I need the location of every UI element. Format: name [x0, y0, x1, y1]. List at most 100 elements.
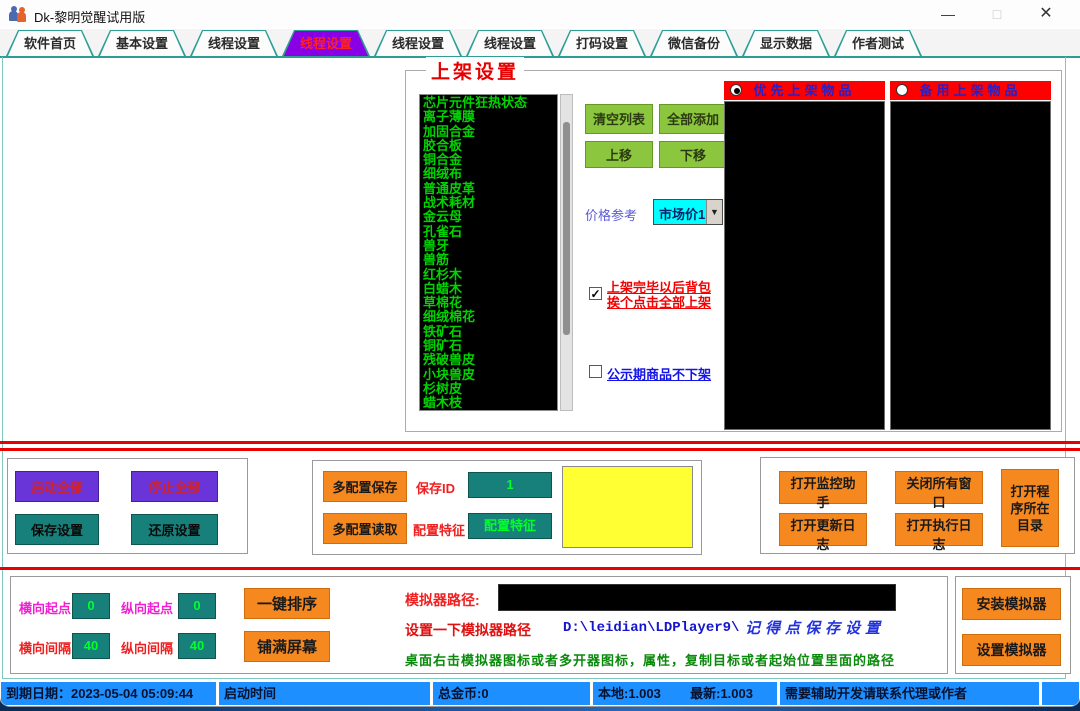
list-item[interactable]: 兽筋 [423, 252, 450, 268]
list-item[interactable]: 草棉花 [423, 295, 463, 311]
v-start-field[interactable]: 0 [178, 593, 216, 619]
tab-thread-selected[interactable]: 线程设置 [282, 30, 370, 56]
list-item[interactable]: 细绒布 [423, 166, 463, 182]
public-period-checkbox[interactable] [589, 365, 602, 378]
install-emulator-button[interactable]: 安装模拟器 [962, 588, 1061, 620]
list-item[interactable]: 红杉木 [423, 266, 463, 282]
list-item[interactable]: 细绒棉花 [423, 309, 476, 325]
shelf-settings-groupbox: 上架设置 芯片元件狂热状态 离子薄膜 加固合金 胶合板 铜合金 细绒布 普通皮革… [405, 57, 1062, 432]
multi-config-read-button[interactable]: 多配置读取 [323, 513, 407, 544]
backup-list-header[interactable]: 备用上架物品 [890, 81, 1051, 100]
status-local-version: 本地:1.003 [598, 686, 661, 701]
hint-path-example: D:\leidian\LDPlayer9\ [563, 620, 740, 636]
priority-items-panel[interactable] [724, 101, 885, 430]
list-item[interactable]: 杉树皮 [423, 380, 463, 396]
list-item[interactable]: 铜合金 [423, 152, 463, 168]
close-button[interactable]: ✕ [1039, 5, 1053, 22]
dropdown-arrow-icon[interactable]: ▼ [706, 200, 722, 224]
backup-radio-icon[interactable] [896, 84, 908, 96]
start-all-button[interactable]: 启动全部 [15, 471, 99, 502]
tab-display-data[interactable]: 显示数据 [742, 30, 830, 56]
restore-settings-button[interactable]: 还原设置 [131, 514, 218, 545]
list-item[interactable]: 残破兽皮 [423, 352, 476, 368]
emulator-path-label: 模拟器路径: [405, 592, 480, 608]
list-item[interactable]: 金云母 [423, 209, 463, 225]
status-total-coins: 总金币:0 [433, 682, 590, 705]
red-separator [0, 441, 1080, 444]
list-item[interactable]: 兽牙 [423, 237, 450, 253]
list-item[interactable]: 胶合板 [423, 137, 463, 153]
title-bar[interactable]: Dk-黎明觉醒试用版 — □ ✕ [0, 0, 1080, 28]
save-settings-button[interactable]: 保存设置 [15, 514, 99, 545]
tab-captcha-settings[interactable]: 打码设置 [558, 30, 646, 56]
list-item[interactable]: 离子薄膜 [423, 109, 476, 125]
v-gap-label: 纵向间隔 [121, 641, 174, 656]
after-listing-line1: 上架完毕以后背包 [607, 280, 712, 295]
list-item[interactable]: 小块兽皮 [423, 366, 476, 382]
open-update-log-button[interactable]: 打开更新日志 [779, 513, 867, 552]
h-gap-label: 横向间隔 [19, 641, 72, 656]
list-item[interactable]: 铜矿石 [423, 338, 463, 354]
stop-all-button[interactable]: 停止全部 [131, 471, 218, 502]
app-users-icon [9, 6, 29, 22]
list-item[interactable]: 战术耗材 [423, 195, 476, 211]
scrollbar-thumb[interactable] [563, 122, 570, 335]
price-selected-value: 市场价1 [659, 207, 706, 222]
backup-items-panel[interactable] [890, 101, 1051, 430]
h-gap-field[interactable]: 40 [72, 633, 110, 659]
tab-bar: 软件首页 基本设置 线程设置 线程设置 线程设置 线程设置 打码设置 微信备份 … [0, 29, 1080, 56]
v-gap-field[interactable]: 40 [178, 633, 216, 659]
minimize-button[interactable]: — [941, 6, 955, 22]
list-item[interactable]: 孔雀石 [423, 223, 463, 239]
open-program-dir-button[interactable]: 打开程序所在目录 [1001, 469, 1059, 547]
priority-header-label: 优先上架物品 [753, 83, 856, 98]
tab-thread-3[interactable]: 线程设置 [466, 30, 554, 56]
list-item[interactable]: 加固合金 [423, 123, 476, 139]
one-key-sort-button[interactable]: 一键排序 [244, 588, 330, 619]
after-listing-checkbox[interactable]: ✓ [589, 287, 602, 301]
add-all-button[interactable]: 全部添加 [659, 104, 727, 134]
tab-thread-1[interactable]: 线程设置 [190, 30, 278, 56]
status-bar: 到期日期：2023-05-04 05:09:44 启动时间 总金币:0 本地:1… [0, 682, 1080, 705]
list-item[interactable]: 铁矿石 [423, 323, 463, 339]
priority-radio-icon[interactable] [730, 84, 742, 96]
clear-list-button[interactable]: 清空列表 [585, 104, 653, 134]
status-contact: 需要辅助开发请联系代理或作者 [780, 682, 1039, 705]
setup-emulator-button[interactable]: 设置模拟器 [962, 634, 1061, 666]
multi-config-save-button[interactable]: 多配置保存 [323, 471, 407, 502]
price-reference-select[interactable]: 市场价1 ▼ [653, 199, 723, 225]
tab-basic-settings[interactable]: 基本设置 [98, 30, 186, 56]
emulator-buttons-box: 安装模拟器 设置模拟器 [955, 576, 1071, 674]
fill-screen-button[interactable]: 铺满屏幕 [244, 631, 330, 662]
hint-remember-save: 记得点保存设置 [745, 621, 886, 637]
tab-thread-2[interactable]: 线程设置 [374, 30, 462, 56]
public-period-checkbox-label[interactable]: 公示期商品不下架 [607, 367, 712, 382]
open-exec-log-button[interactable]: 打开执行日志 [895, 513, 983, 552]
tab-wechat-backup[interactable]: 微信备份 [650, 30, 738, 56]
move-down-button[interactable]: 下移 [659, 141, 727, 168]
item-listbox[interactable]: 芯片元件狂热状态 离子薄膜 加固合金 胶合板 铜合金 细绒布 普通皮革 战术耗材… [419, 94, 558, 411]
priority-list-header[interactable]: 优先上架物品 [724, 81, 885, 100]
list-item[interactable]: 白蜡木 [423, 280, 463, 296]
open-monitor-button[interactable]: 打开监控助手 [779, 471, 867, 510]
list-scrollbar[interactable] [560, 94, 573, 411]
save-id-field[interactable]: 1 [468, 472, 552, 498]
tools-box: 打开监控助手 关闭所有窗口 打开更新日志 打开执行日志 打开程序所在目录 [760, 457, 1075, 554]
h-start-field[interactable]: 0 [72, 593, 110, 619]
list-item[interactable]: 芯片元件狂热状态 [423, 95, 528, 110]
maximize-button[interactable]: □ [992, 6, 1002, 22]
config-feature-field[interactable]: 配置特征 [468, 513, 552, 539]
tab-software-home[interactable]: 软件首页 [6, 30, 94, 56]
emulator-path-input[interactable] [498, 584, 896, 611]
list-item[interactable]: 普通皮革 [423, 180, 476, 196]
list-item[interactable]: 蜡木枝 [423, 395, 463, 411]
close-all-windows-button[interactable]: 关闭所有窗口 [895, 471, 983, 510]
config-feature-label: 配置特征 [413, 523, 466, 538]
tab-author-test[interactable]: 作者测试 [834, 30, 922, 56]
after-listing-checkbox-label[interactable]: 上架完毕以后背包 挨个点击全部上架 [607, 280, 711, 310]
move-up-button[interactable]: 上移 [585, 141, 653, 168]
h-start-label: 横向起点 [19, 601, 72, 616]
after-listing-line2: 挨个点击全部上架 [607, 295, 712, 310]
